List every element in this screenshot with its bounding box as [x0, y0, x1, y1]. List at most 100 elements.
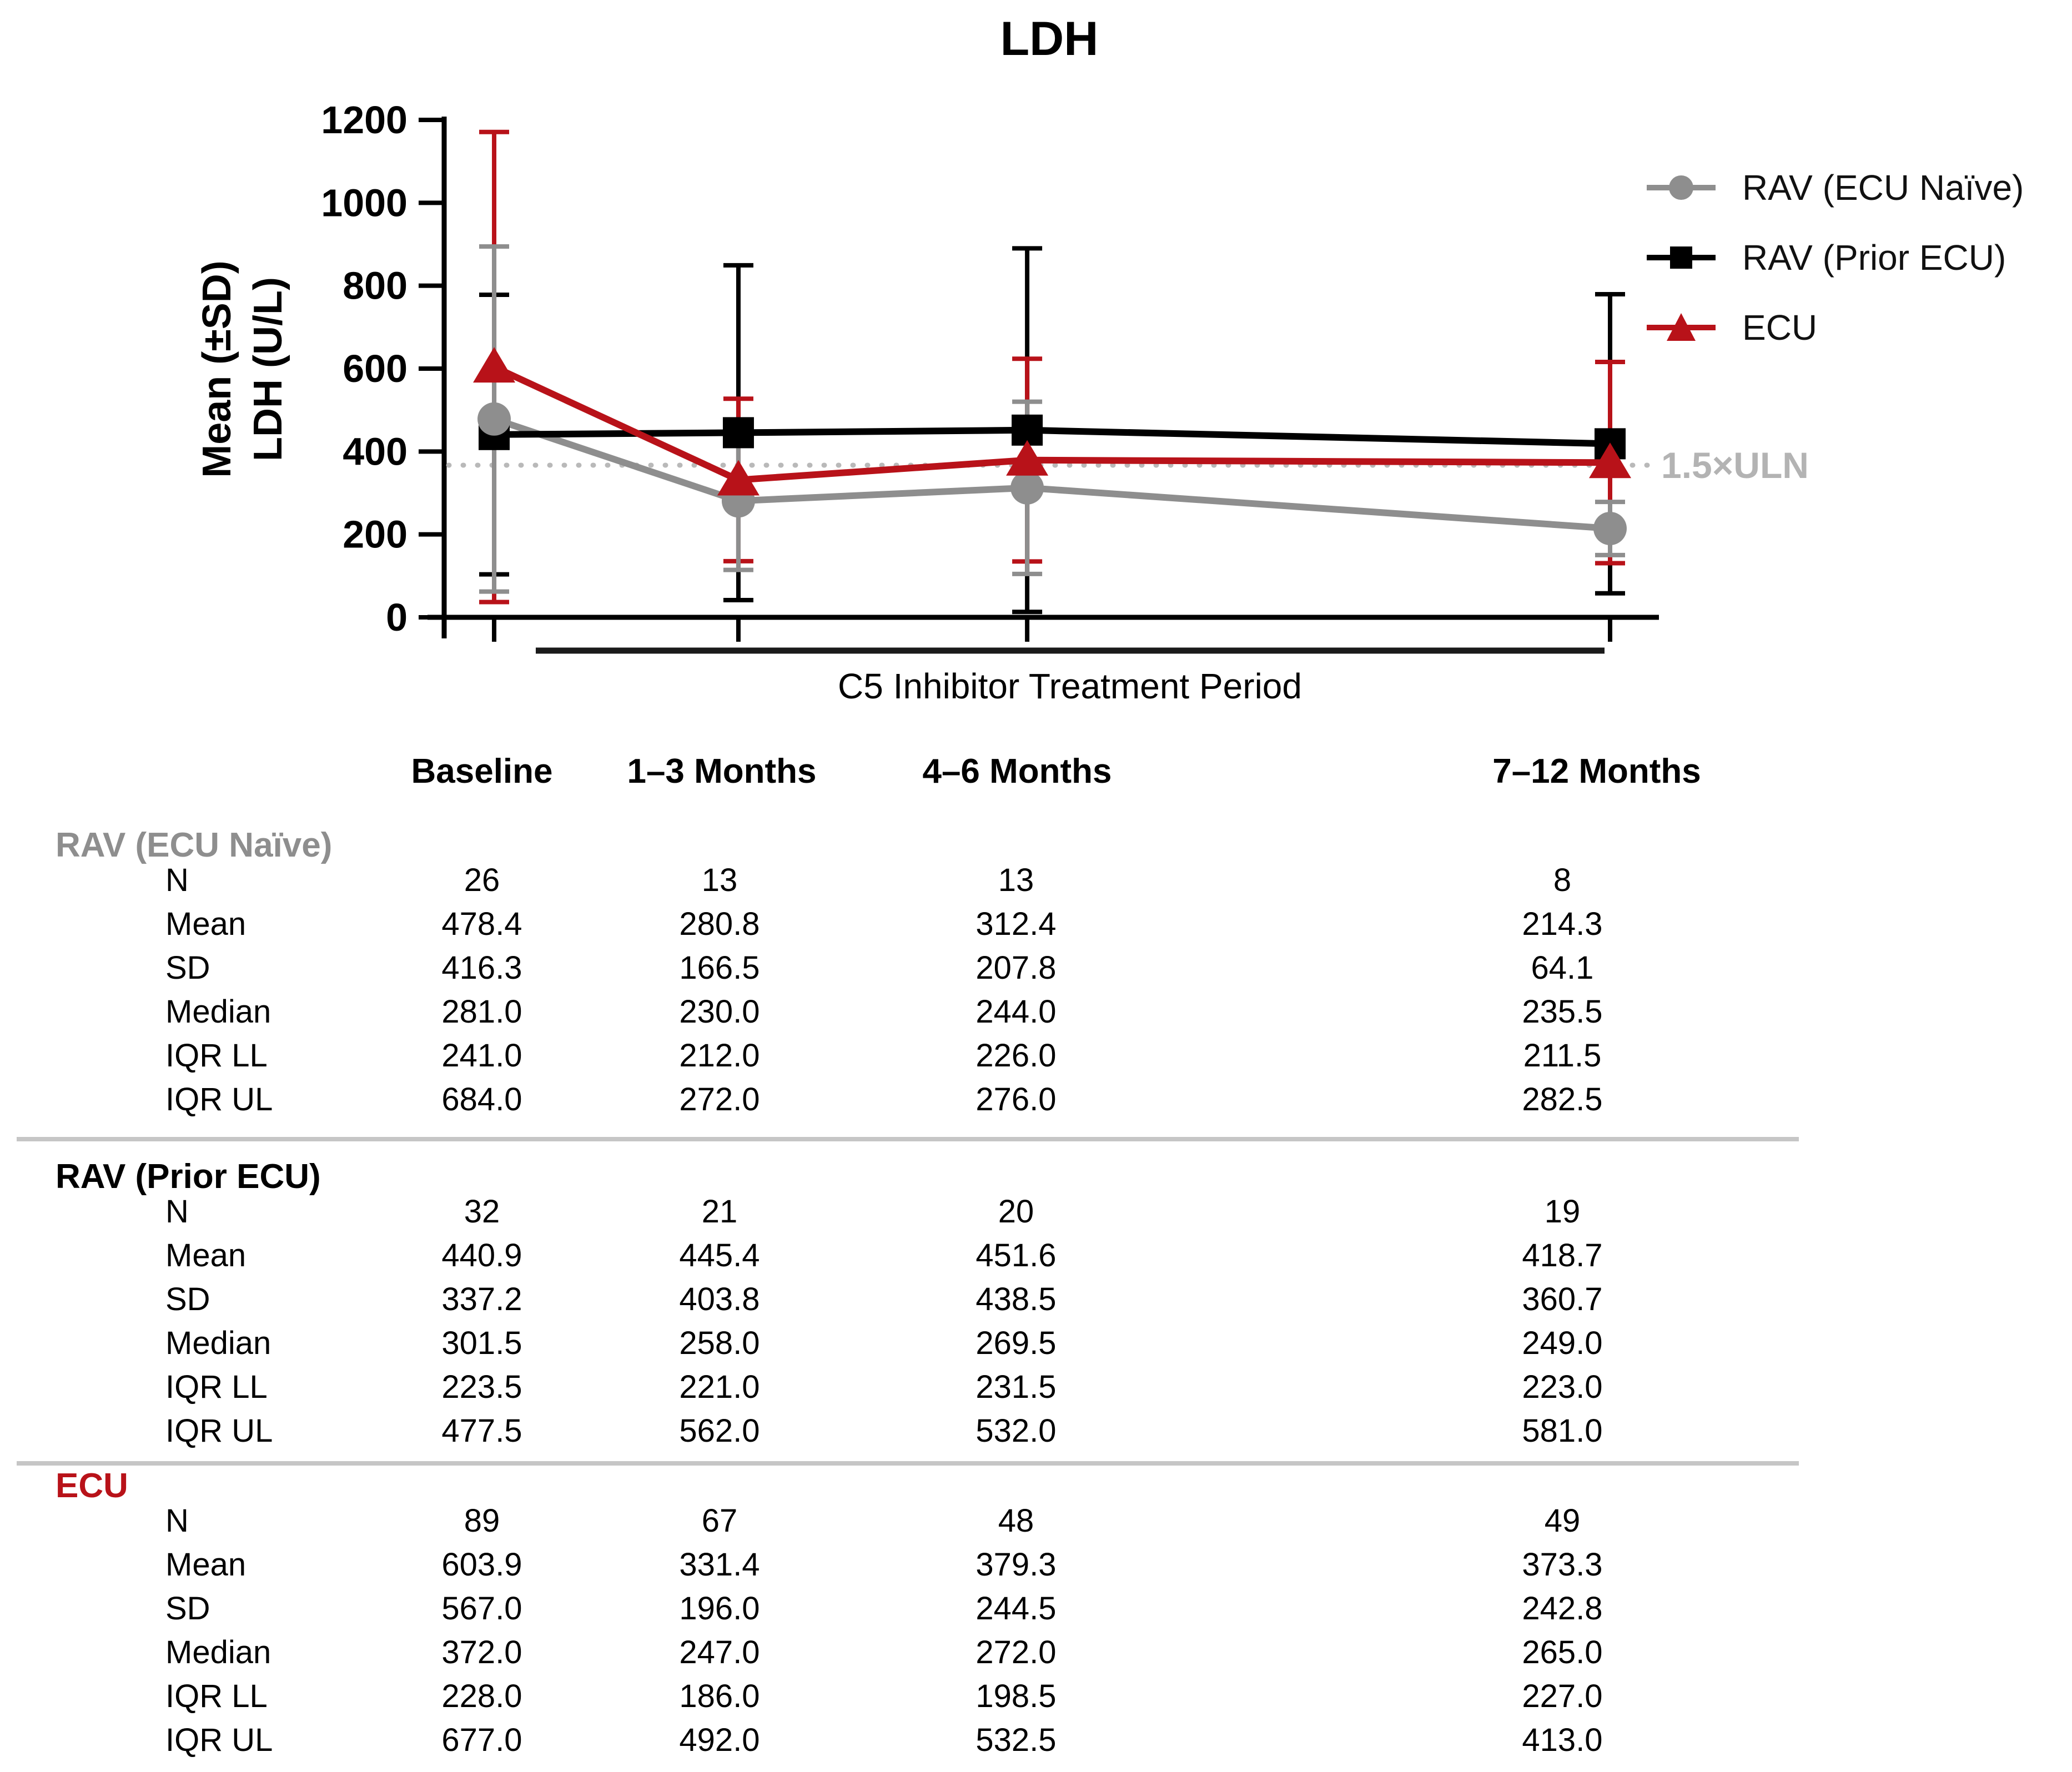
table-cell: 440.9 [441, 1237, 522, 1273]
table-cell: 20 [998, 1194, 1034, 1230]
row-label: Mean [165, 1237, 247, 1273]
table-cell: 186.0 [679, 1678, 760, 1714]
table-cell: 603.9 [441, 1547, 522, 1583]
table-cell: 21 [701, 1194, 738, 1230]
table-cell: 562.0 [679, 1413, 760, 1449]
ldh-chart: 0 200 400 600 800 1000 1200 [321, 98, 1659, 654]
column-header-baseline: Baseline [411, 752, 553, 791]
table-cell: 241.0 [441, 1038, 522, 1074]
y-tick-label: 1200 [321, 98, 408, 142]
table-cell: 207.8 [975, 950, 1057, 986]
table-cell: 567.0 [441, 1590, 522, 1627]
y-tick-label: 400 [343, 430, 408, 473]
table-cell: 196.0 [679, 1590, 760, 1627]
y-tick-label: 0 [386, 596, 408, 639]
row-label: SD [165, 950, 210, 986]
y-tick-label: 200 [343, 513, 408, 556]
table-cell: 272.0 [975, 1634, 1057, 1670]
table-cell: 221.0 [679, 1369, 760, 1405]
table-cell: 228.0 [441, 1678, 522, 1714]
row-label: N [165, 1503, 189, 1539]
table-cell: 235.5 [1522, 994, 1603, 1030]
table-cell: 48 [998, 1503, 1034, 1539]
table-cell: 242.8 [1522, 1590, 1603, 1627]
table-cell: 226.0 [975, 1038, 1057, 1074]
table-cell: 19 [1544, 1194, 1581, 1230]
row-label: SD [165, 1281, 210, 1317]
table-cell: 223.0 [1522, 1369, 1603, 1405]
row-label: IQR UL [165, 1081, 273, 1117]
marker-triangle [717, 460, 760, 496]
table-cell: 360.7 [1522, 1281, 1603, 1317]
table-cell: 269.5 [975, 1325, 1057, 1361]
table-cell: 418.7 [1522, 1237, 1603, 1273]
row-label: SD [165, 1590, 210, 1627]
y-tick-label: 600 [343, 347, 408, 390]
marker-triangle [1006, 440, 1049, 476]
table-cell: 272.0 [679, 1081, 760, 1117]
legend-item-rav-ecu-naive: RAV (ECU Naïve) [1644, 168, 2024, 208]
legend-marker-square-icon [1647, 246, 1716, 269]
table-cell: 280.8 [679, 906, 760, 942]
legend-marker-triangle-icon [1647, 313, 1716, 341]
table-cell: 67 [701, 1503, 738, 1539]
table-cell: 26 [464, 862, 500, 898]
row-label: IQR UL [165, 1413, 273, 1449]
series-line-1 [494, 426, 1611, 447]
table-cell: 416.3 [441, 950, 522, 986]
y-axis-label: Mean (±SD) LDH (U/L) [192, 103, 297, 636]
table-cell: 451.6 [975, 1237, 1057, 1273]
table-cell: 581.0 [1522, 1413, 1603, 1449]
table-cell: 372.0 [441, 1634, 522, 1670]
table-cell: 684.0 [441, 1081, 522, 1117]
table-cell: 32 [464, 1194, 500, 1230]
table-cell: 532.0 [975, 1413, 1057, 1449]
section-header: ECU [56, 1467, 128, 1505]
table-cell: 244.5 [975, 1590, 1057, 1627]
y-axis-label-line1: Mean (±SD) [195, 260, 239, 478]
row-label: IQR LL [165, 1369, 268, 1405]
table-cell: 301.5 [441, 1325, 522, 1361]
marker-circle [477, 402, 511, 436]
y-axis-label-line2: LDH (U/L) [246, 277, 290, 461]
table-cell: 532.5 [975, 1722, 1057, 1758]
row-label: N [165, 1194, 189, 1230]
table-cell: 258.0 [679, 1325, 760, 1361]
table-cell: 403.8 [679, 1281, 760, 1317]
table-cell: 337.2 [441, 1281, 522, 1317]
row-label: Median [165, 1325, 271, 1361]
legend-item-rav-prior-ecu: RAV (Prior ECU) [1644, 238, 2006, 278]
table-cell: 230.0 [679, 994, 760, 1030]
y-tick-label: 800 [343, 264, 408, 308]
table-cell: 211.5 [1523, 1038, 1602, 1074]
table-cell: 413.0 [1522, 1722, 1603, 1758]
table-cell: 265.0 [1522, 1634, 1603, 1670]
table-cell: 13 [998, 862, 1034, 898]
table-cell: 214.3 [1522, 906, 1603, 942]
y-tick-label: 1000 [321, 181, 408, 224]
row-label: Median [165, 1634, 271, 1670]
table-cell: 282.5 [1522, 1081, 1603, 1117]
section-header: RAV (ECU Naïve) [56, 826, 333, 864]
table-cell: 445.4 [679, 1237, 760, 1273]
table-cell: 438.5 [975, 1281, 1057, 1317]
treatment-period-label: C5 Inhibitor Treatment Period [838, 666, 1302, 706]
table-cell: 89 [464, 1503, 500, 1539]
table-cell: 281.0 [441, 994, 522, 1030]
column-header-4-6-months: 4–6 Months [922, 752, 1112, 791]
section-divider [17, 1137, 1799, 1141]
table-cell: 249.0 [1522, 1325, 1603, 1361]
legend-label: RAV (Prior ECU) [1742, 238, 2006, 278]
legend-label: RAV (ECU Naïve) [1742, 168, 2024, 208]
marker-triangle [473, 347, 516, 383]
row-label: Mean [165, 906, 247, 942]
series-line-2 [492, 364, 1611, 484]
column-header-7-12-months: 7–12 Months [1492, 752, 1701, 791]
table-cell: 312.4 [975, 906, 1057, 942]
row-label: N [165, 862, 189, 898]
table-cell: 379.3 [975, 1547, 1057, 1583]
row-label: Median [165, 994, 271, 1030]
marker-square [722, 417, 754, 449]
table-cell: 677.0 [441, 1722, 522, 1758]
